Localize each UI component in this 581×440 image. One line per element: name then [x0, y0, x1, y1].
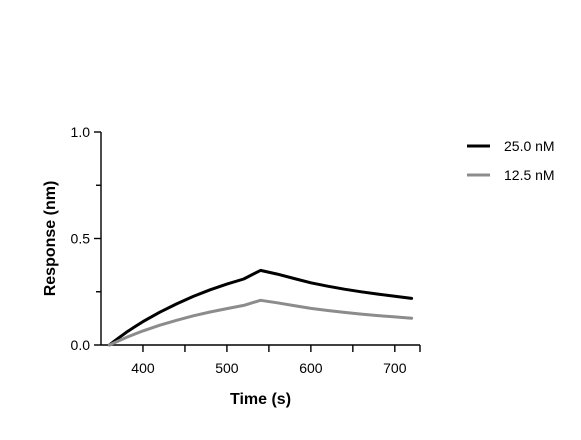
series-line [107, 298, 414, 347]
x-tick-label: 400 [131, 360, 155, 376]
y-axis-ticks: 0.0 0.5 1.0 [71, 124, 101, 353]
x-axis-ticks: 400 500 600 700 [131, 345, 421, 376]
legend-label: 25.0 nM [504, 138, 555, 154]
y-tick-label: 1.0 [71, 124, 91, 140]
series-lines [107, 268, 414, 347]
y-axis-title: Response (nm) [42, 181, 59, 297]
y-tick-label: 0.0 [71, 337, 91, 353]
x-tick-label: 500 [215, 360, 239, 376]
x-axis-title: Time (s) [230, 391, 291, 408]
legend: 25.0 nM 12.5 nM [467, 138, 555, 183]
legend-label: 12.5 nM [504, 167, 555, 183]
y-tick-label: 0.5 [71, 231, 91, 247]
x-tick-label: 700 [383, 360, 407, 376]
series-line [107, 268, 414, 347]
x-tick-label: 600 [299, 360, 323, 376]
